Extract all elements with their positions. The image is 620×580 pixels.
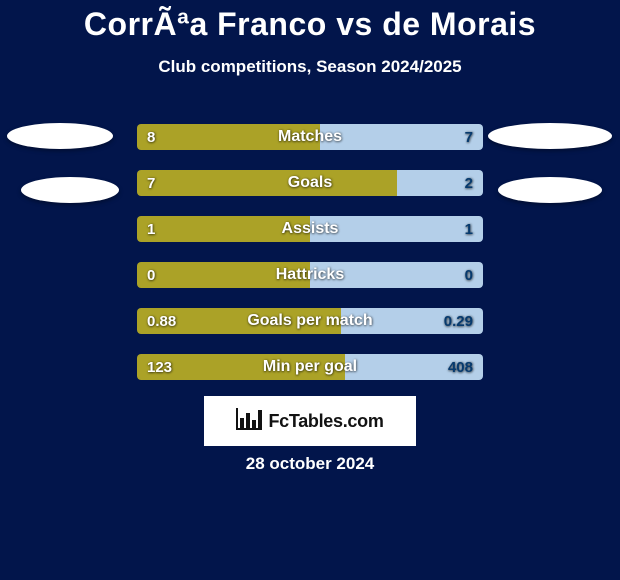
player-ellipse-0 xyxy=(7,123,113,149)
bar-label: Assists xyxy=(137,216,483,242)
bar-label: Min per goal xyxy=(137,354,483,380)
bar-label: Goals per match xyxy=(137,308,483,334)
fctables-logo: FcTables.com xyxy=(204,396,416,446)
stat-bar: 72Goals xyxy=(137,170,483,196)
logo-text: FcTables.com xyxy=(268,411,383,432)
stat-bar: 87Matches xyxy=(137,124,483,150)
stat-bar: 11Assists xyxy=(137,216,483,242)
page-title: CorrÃªa Franco vs de Morais xyxy=(0,0,620,43)
player-ellipse-1 xyxy=(21,177,119,203)
infographic-date: 28 october 2024 xyxy=(0,454,620,474)
stat-bar: 00Hattricks xyxy=(137,262,483,288)
stat-bar: 123408Min per goal xyxy=(137,354,483,380)
comparison-infographic: CorrÃªa Franco vs de Morais Club competi… xyxy=(0,0,620,580)
bar-label: Goals xyxy=(137,170,483,196)
player-ellipse-3 xyxy=(498,177,602,203)
bar-label: Hattricks xyxy=(137,262,483,288)
player-ellipse-2 xyxy=(488,123,612,149)
stat-bar: 0.880.29Goals per match xyxy=(137,308,483,334)
bar-chart-icon xyxy=(236,408,262,435)
subtitle: Club competitions, Season 2024/2025 xyxy=(0,57,620,77)
bar-label: Matches xyxy=(137,124,483,150)
bars-container: 87Matches 72Goals 11Assists 00Hattricks 0.88… xyxy=(137,124,483,400)
